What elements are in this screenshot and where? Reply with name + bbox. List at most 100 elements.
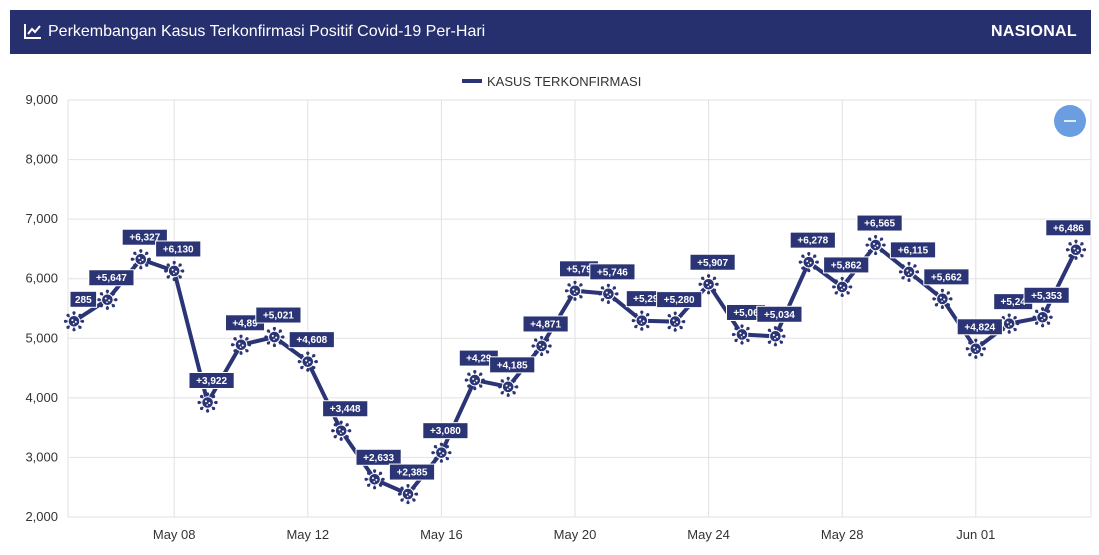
svg-text:+5,021: +5,021	[263, 311, 294, 322]
data-label: +3,922	[189, 373, 234, 389]
svg-text:+5,280: +5,280	[664, 295, 695, 306]
chart-title: Perkembangan Kasus Terkonfirmasi Positif…	[48, 22, 485, 42]
virus-marker-icon[interactable]	[565, 281, 585, 301]
y-tick-label: 3,000	[25, 449, 58, 464]
virus-marker-icon[interactable]	[498, 377, 518, 397]
virus-marker-icon[interactable]	[1033, 307, 1053, 327]
series-layer: 285+5,647+6,327+6,130+3,922+4,89+5,021+4…	[64, 215, 1091, 504]
y-tick-label: 9,000	[25, 92, 58, 107]
data-label: +6,115	[890, 242, 935, 258]
data-label: +3,080	[423, 423, 468, 439]
data-label: +4,871	[523, 316, 568, 332]
virus-marker-icon[interactable]	[97, 290, 117, 310]
svg-text:+5,79: +5,79	[566, 264, 592, 275]
y-tick-label: 4,000	[25, 390, 58, 405]
svg-text:+6,130: +6,130	[163, 244, 194, 255]
virus-marker-icon[interactable]	[264, 327, 284, 347]
legend-label: KASUS TERKONFIRMASI	[487, 74, 641, 89]
y-tick-label: 5,000	[25, 330, 58, 345]
svg-text:+2,385: +2,385	[397, 468, 428, 479]
data-label: +6,486	[1046, 220, 1091, 236]
grid-layer	[68, 100, 1099, 517]
svg-text:+5,647: +5,647	[96, 273, 127, 284]
svg-text:+5,06: +5,06	[733, 308, 759, 319]
svg-text:+2,633: +2,633	[363, 453, 394, 464]
data-label: +3,448	[323, 401, 368, 417]
legend: KASUS TERKONFIRMASI	[462, 74, 641, 89]
virus-marker-icon[interactable]	[966, 339, 986, 359]
data-label: 285	[70, 291, 97, 307]
virus-marker-icon[interactable]	[398, 484, 418, 504]
virus-marker-icon[interactable]	[198, 392, 218, 412]
svg-text:+4,89: +4,89	[232, 318, 258, 329]
svg-text:+6,278: +6,278	[797, 236, 828, 247]
data-label: +4,824	[957, 319, 1002, 335]
svg-text:285: 285	[75, 295, 92, 306]
data-label: +5,034	[757, 306, 802, 322]
virus-marker-icon[interactable]	[431, 443, 451, 463]
svg-text:+3,080: +3,080	[430, 426, 461, 437]
svg-text:+5,24: +5,24	[1001, 297, 1027, 308]
svg-text:+6,486: +6,486	[1053, 223, 1084, 234]
virus-marker-icon[interactable]	[932, 289, 952, 309]
x-tick-label: Jun 01	[956, 527, 995, 542]
virus-marker-icon[interactable]	[164, 261, 184, 281]
svg-text:+4,185: +4,185	[497, 360, 528, 371]
virus-marker-icon[interactable]	[866, 235, 886, 255]
y-tick-label: 8,000	[25, 152, 58, 167]
svg-text:+5,862: +5,862	[831, 260, 862, 271]
svg-text:+6,115: +6,115	[898, 245, 929, 256]
virus-marker-icon[interactable]	[465, 370, 485, 390]
data-label: +5,907	[690, 254, 735, 270]
virus-marker-icon[interactable]	[365, 469, 385, 489]
svg-text:+5,29: +5,29	[633, 294, 659, 305]
virus-marker-icon[interactable]	[665, 312, 685, 332]
scope-label: NASIONAL	[991, 22, 1077, 42]
data-label: +4,608	[289, 332, 334, 348]
virus-marker-icon[interactable]	[799, 252, 819, 272]
data-label: +6,565	[857, 215, 902, 231]
x-tick-label: May 24	[687, 527, 730, 542]
svg-text:+5,907: +5,907	[697, 258, 728, 269]
data-label: +5,746	[590, 264, 635, 280]
data-label: +5,353	[1024, 287, 1069, 303]
virus-marker-icon[interactable]	[64, 311, 84, 331]
virus-marker-icon[interactable]	[765, 326, 785, 346]
line-chart-icon	[24, 23, 42, 39]
data-label: +5,280	[657, 292, 702, 308]
svg-text:+4,871: +4,871	[530, 319, 561, 330]
virus-marker-icon[interactable]	[832, 277, 852, 297]
data-label: +2,385	[389, 464, 434, 480]
virus-marker-icon[interactable]	[632, 311, 652, 331]
svg-text:+5,662: +5,662	[931, 272, 962, 283]
zoom-out-button[interactable]	[1054, 105, 1086, 137]
data-label: +6,278	[790, 232, 835, 248]
svg-text:+5,746: +5,746	[597, 267, 628, 278]
data-label: +5,647	[89, 270, 134, 286]
x-tick-label: May 16	[420, 527, 463, 542]
data-label: +5,662	[924, 269, 969, 285]
virus-marker-icon[interactable]	[1066, 240, 1086, 260]
line-chart: 2,0003,0004,0005,0006,0007,0008,0009,000…	[0, 62, 1099, 550]
x-tick-label: May 20	[554, 527, 597, 542]
data-label: +6,130	[156, 241, 201, 257]
svg-text:+5,353: +5,353	[1031, 291, 1062, 302]
x-tick-label: May 28	[821, 527, 864, 542]
svg-text:+4,29: +4,29	[466, 354, 492, 365]
virus-marker-icon[interactable]	[298, 352, 318, 372]
svg-text:+4,608: +4,608	[296, 335, 327, 346]
svg-text:+3,922: +3,922	[196, 376, 227, 387]
virus-marker-icon[interactable]	[598, 284, 618, 304]
data-label: +4,185	[490, 357, 535, 373]
virus-marker-icon[interactable]	[131, 249, 151, 269]
virus-marker-icon[interactable]	[899, 262, 919, 282]
data-label: +2,633	[356, 449, 401, 465]
y-tick-label: 6,000	[25, 271, 58, 286]
virus-marker-icon[interactable]	[331, 421, 351, 441]
virus-marker-icon[interactable]	[532, 336, 552, 356]
virus-marker-icon[interactable]	[231, 335, 251, 355]
y-tick-label: 7,000	[25, 211, 58, 226]
virus-marker-icon[interactable]	[732, 324, 752, 344]
chart-header: Perkembangan Kasus Terkonfirmasi Positif…	[10, 10, 1091, 54]
